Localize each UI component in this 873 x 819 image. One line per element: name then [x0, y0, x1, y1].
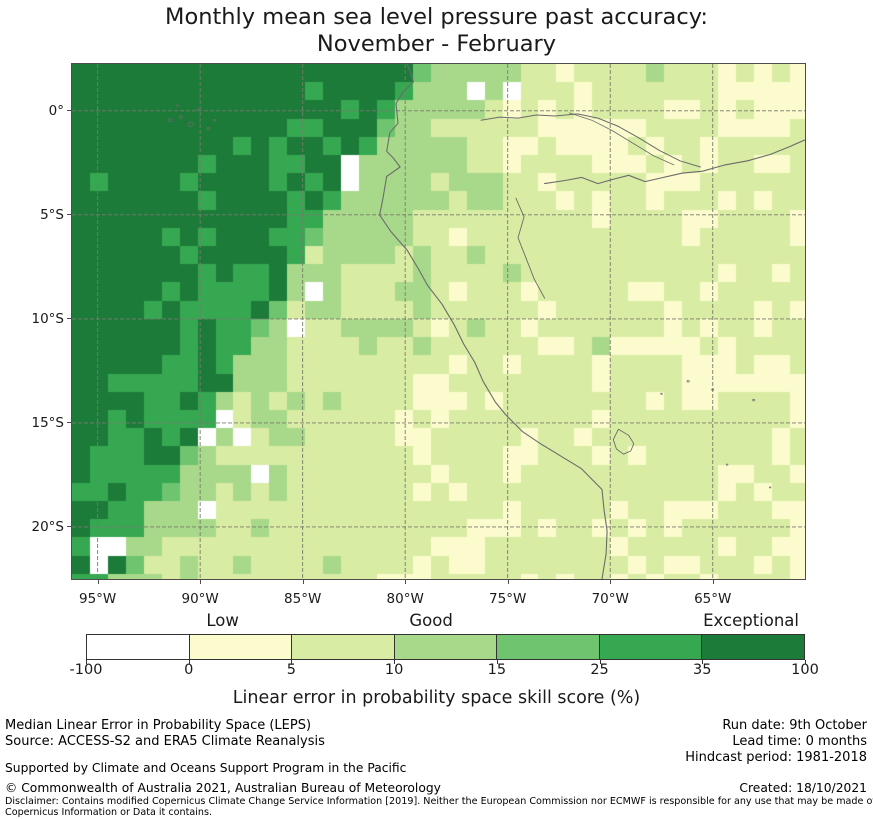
y-tick-label-3: 15°S	[31, 414, 65, 431]
y-tick-mark-0	[67, 109, 71, 111]
y-tick-label-4: 20°S	[31, 518, 65, 535]
footer-lead-time: Lead time: 0 months	[732, 734, 867, 749]
chart-title-line-1: Monthly mean sea level pressure past acc…	[165, 4, 708, 30]
footer-hindcast-period: Hindcast period: 1981-2018	[685, 750, 867, 765]
colorbar-segment-0	[87, 635, 189, 659]
colorbar-band-label-0: Low	[206, 611, 239, 630]
footer: Median Linear Error in Probability Space…	[0, 718, 873, 818]
footer-run-date: Run date: 9th October	[722, 718, 867, 733]
heatmap-grid	[72, 64, 805, 579]
colorbar-tick-label-3: 10	[384, 662, 404, 678]
colorbar-segment-1	[188, 635, 292, 659]
footer-disclaimer-line-1: Disclaimer: Contains modified Copernicus…	[5, 796, 873, 807]
x-tick-label-4: 75°W	[489, 591, 527, 607]
colorbar-tick-label-2: 5	[286, 662, 297, 678]
colorbar-segment-2	[291, 635, 394, 659]
colorbar-tick-mark-4	[496, 660, 498, 664]
x-tick-label-2: 85°W	[284, 591, 322, 607]
x-tick-mark-2	[302, 580, 304, 584]
x-tick-mark-6	[712, 580, 714, 584]
colorbar-tick-label-7: 100	[791, 662, 819, 678]
x-tick-mark-0	[97, 580, 99, 584]
y-axis-ticks: 0° 5°S 10°S 15°S 20°S	[0, 0, 65, 816]
colorbar-tick-label-6: 35	[693, 662, 712, 678]
y-tick-mark-3	[67, 421, 71, 423]
y-tick-label-1: 5°S	[40, 206, 64, 223]
footer-source-line: Source: ACCESS-S2 and ERA5 Climate Reana…	[5, 734, 325, 749]
x-tick-mark-3	[405, 580, 407, 584]
x-axis-ticks: 95°W 90°W 85°W 80°W 75°W 70°W 65°W	[0, 591, 873, 611]
colorbar	[86, 634, 805, 660]
colorbar-qualitative-labels: Low Good Exceptional	[0, 611, 873, 633]
colorbar-segment-3	[393, 635, 497, 659]
x-tick-label-1: 90°W	[181, 591, 219, 607]
map-plot-area	[71, 63, 806, 580]
colorbar-tick-label-4: 15	[487, 662, 507, 678]
colorbar-segment-5	[598, 635, 702, 659]
x-tick-mark-5	[610, 580, 612, 584]
y-tick-mark-2	[67, 317, 71, 319]
x-tick-label-5: 70°W	[591, 591, 629, 607]
footer-copyright-line: © Commonwealth of Australia 2021, Austra…	[5, 781, 441, 795]
colorbar-segment-6	[701, 635, 805, 659]
x-tick-label-3: 80°W	[386, 591, 424, 607]
colorbar-axis-title: Linear error in probability space skill …	[232, 688, 641, 708]
chart-title-line-2: November - February	[316, 31, 557, 57]
y-tick-label-0: 0°	[48, 102, 64, 119]
colorbar-tick-mark-6	[702, 660, 704, 664]
colorbar-tick-mark-0	[86, 660, 87, 664]
x-tick-label-6: 65°W	[694, 591, 732, 607]
colorbar-tick-label-0: -100	[69, 662, 103, 678]
colorbar-tick-mark-7	[805, 660, 806, 664]
colorbar-segment-4	[496, 635, 599, 659]
chart-title: Monthly mean sea level pressure past acc…	[0, 4, 873, 58]
y-tick-label-2: 10°S	[31, 310, 65, 327]
colorbar-tick-label-5: 25	[590, 662, 609, 678]
footer-created-date: Created: 18/10/2021	[739, 781, 867, 795]
colorbar-tick-labels: -100 0 5 10 15 25 35 100	[0, 660, 873, 680]
x-tick-label-0: 95°W	[78, 591, 117, 607]
y-tick-mark-4	[67, 525, 71, 527]
colorbar-band-label-2: Exceptional	[703, 611, 800, 630]
colorbar-band-label-1: Good	[409, 611, 453, 630]
footer-leps-line: Median Linear Error in Probability Space…	[5, 718, 312, 733]
colorbar-tick-mark-1	[188, 660, 190, 664]
colorbar-tick-mark-3	[394, 660, 396, 664]
x-tick-mark-1	[200, 580, 202, 584]
colorbar-tick-mark-5	[599, 660, 601, 664]
colorbar-tick-mark-2	[291, 660, 293, 664]
y-tick-mark-1	[67, 213, 71, 215]
x-tick-mark-4	[507, 580, 509, 584]
footer-disclaimer-line-2: Copernicus Information or Data it contai…	[5, 807, 213, 818]
footer-support-line: Supported by Climate and Oceans Support …	[5, 761, 407, 775]
colorbar-tick-label-1: 0	[184, 662, 194, 678]
